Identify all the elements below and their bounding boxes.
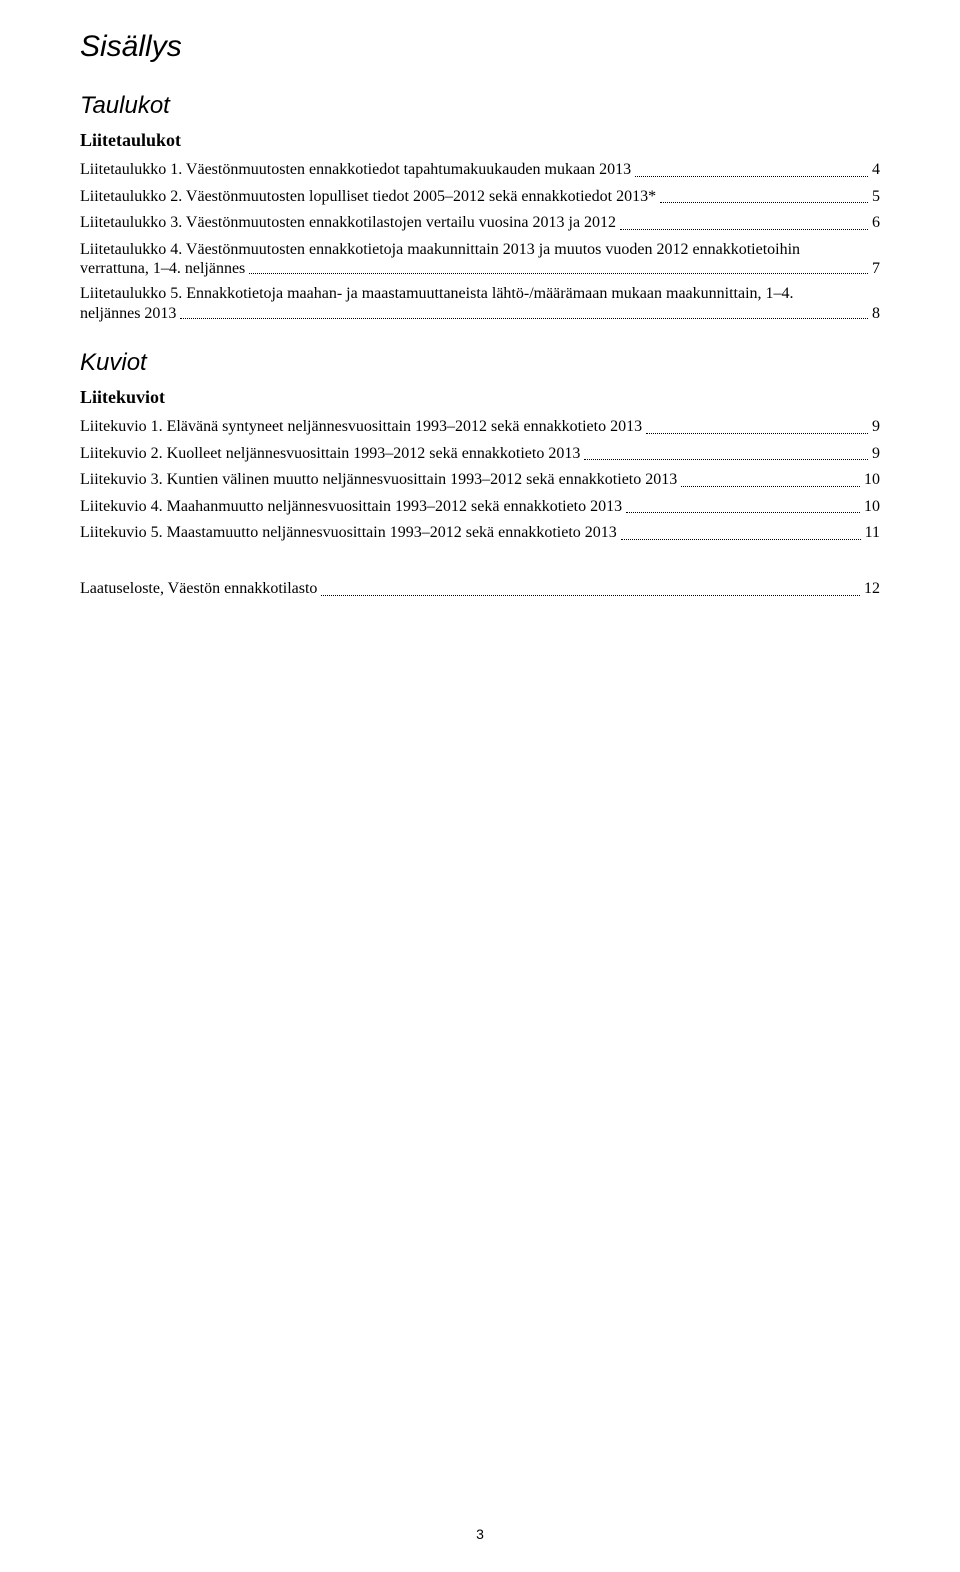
toc-entry-text: Liitetaulukko 3. Väestönmuutosten ennakk… xyxy=(80,212,616,234)
toc-entry-text: Liitekuvio 1. Elävänä syntyneet neljänne… xyxy=(80,416,642,438)
toc-entry: Liitekuvio 2. Kuolleet neljännesvuositta… xyxy=(80,443,880,465)
toc-entry-text-line2: verrattuna, 1–4. neljännes xyxy=(80,260,245,278)
toc-entry: Liitekuvio 5. Maastamuutto neljännesvuos… xyxy=(80,522,880,544)
toc-entry-page: 6 xyxy=(872,212,880,234)
toc-entry-text: Liitetaulukko 1. Väestönmuutosten ennakk… xyxy=(80,159,631,181)
toc-entry-page: 11 xyxy=(865,522,880,544)
toc-entry: Liitetaulukko 2. Väestönmuutosten lopull… xyxy=(80,186,880,208)
toc-entry-page: 9 xyxy=(872,416,880,438)
toc-entry: Liitetaulukko 1. Väestönmuutosten ennakk… xyxy=(80,159,880,181)
toc-entry-text-line1: Liitetaulukko 5. Ennakkotietoja maahan- … xyxy=(80,283,880,305)
toc-leader-dots xyxy=(626,512,860,513)
toc-leader-dots xyxy=(321,595,860,596)
toc-entry: Liitekuvio 3. Kuntien välinen muutto nel… xyxy=(80,469,880,491)
page-number: 3 xyxy=(476,1526,484,1542)
toc-leader-dots xyxy=(681,486,860,487)
toc-entry: Liitetaulukko 5. Ennakkotietoja maahan- … xyxy=(80,283,880,323)
toc-entry: Liitetaulukko 3. Väestönmuutosten ennakk… xyxy=(80,212,880,234)
toc-entry-page: 10 xyxy=(864,469,880,491)
toc-leader-dots xyxy=(635,176,868,177)
subsection-heading: Liitetaulukot xyxy=(80,130,880,151)
toc-entry-page: 10 xyxy=(864,496,880,518)
toc-entry-page: 9 xyxy=(872,443,880,465)
toc-leader-dots xyxy=(584,459,868,460)
section-heading: Kuviot xyxy=(80,349,880,377)
toc-entry-text: Liitekuvio 3. Kuntien välinen muutto nel… xyxy=(80,469,677,491)
toc-entry-text-line1: Liitetaulukko 4. Väestönmuutosten ennakk… xyxy=(80,239,880,261)
toc-entry: Liitetaulukko 4. Väestönmuutosten ennakk… xyxy=(80,239,880,279)
toc-entry-text-line2: neljännes 2013 xyxy=(80,305,176,323)
toc-section-kuviot: Kuviot Liitekuviot Liitekuvio 1. Elävänä… xyxy=(80,349,880,544)
toc-entry-page: 7 xyxy=(872,260,880,278)
toc-leader-dots xyxy=(646,433,868,434)
section-heading: Taulukot xyxy=(80,92,880,120)
toc-entry-text: Liitekuvio 2. Kuolleet neljännesvuositta… xyxy=(80,443,580,465)
toc-standalone: Laatuseloste, Väestön ennakkotilasto 12 xyxy=(80,578,880,600)
subsection-heading: Liitekuviot xyxy=(80,387,880,408)
toc-leader-dots xyxy=(660,202,868,203)
toc-leader-dots xyxy=(621,539,861,540)
toc-leader-dots xyxy=(249,273,868,274)
toc-entry: Laatuseloste, Väestön ennakkotilasto 12 xyxy=(80,578,880,600)
toc-entry-text: Liitekuvio 4. Maahanmuutto neljännesvuos… xyxy=(80,496,622,518)
toc-entry-text: Liitekuvio 5. Maastamuutto neljännesvuos… xyxy=(80,522,617,544)
toc-entry-text: Liitetaulukko 2. Väestönmuutosten lopull… xyxy=(80,186,656,208)
toc-entry-page: 5 xyxy=(872,186,880,208)
toc-entry-page: 4 xyxy=(872,159,880,181)
toc-leader-dots xyxy=(180,318,868,319)
page-title: Sisällys xyxy=(80,30,880,64)
toc-entry: Liitekuvio 1. Elävänä syntyneet neljänne… xyxy=(80,416,880,438)
toc-leader-dots xyxy=(620,229,868,230)
toc-entry-page: 12 xyxy=(864,578,880,600)
toc-entry-page: 8 xyxy=(872,305,880,323)
toc-entry: Liitekuvio 4. Maahanmuutto neljännesvuos… xyxy=(80,496,880,518)
toc-section-taulukot: Taulukot Liitetaulukot Liitetaulukko 1. … xyxy=(80,92,880,323)
toc-entry-text: Laatuseloste, Väestön ennakkotilasto xyxy=(80,578,317,600)
